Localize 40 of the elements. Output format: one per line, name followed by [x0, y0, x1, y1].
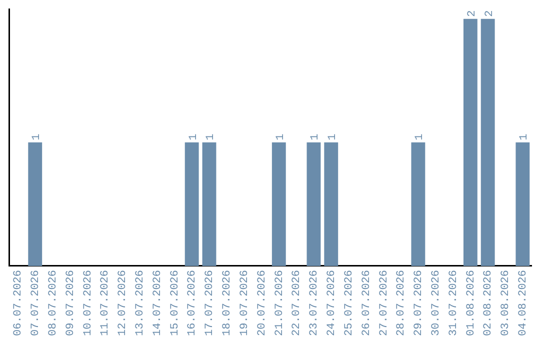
x-tick-label: 23.07.2026 — [308, 270, 321, 336]
data-label: 1 — [205, 133, 218, 140]
x-tick-label: 01.08.2026 — [465, 270, 478, 336]
x-tick-label: 16.07.2026 — [186, 270, 199, 336]
x-tick-label: 17.07.2026 — [204, 270, 216, 336]
x-tick-label: 26.07.2026 — [360, 270, 373, 336]
x-tick-label: 31.07.2026 — [448, 270, 460, 336]
data-label: 2 — [484, 10, 496, 17]
x-tick-label: 04.08.2026 — [518, 270, 530, 336]
x-tick-label: 14.07.2026 — [152, 270, 164, 336]
x-tick-label: 22.07.2026 — [291, 270, 304, 336]
x-tick-label: 28.07.2026 — [396, 270, 408, 336]
x-tick-label: 07.07.2026 — [30, 270, 42, 336]
x-tick-label: 12.07.2026 — [117, 270, 130, 336]
x-tick-label: 20.07.2026 — [256, 270, 268, 336]
data-label: 1 — [274, 133, 287, 140]
x-tick-label: 29.07.2026 — [413, 270, 426, 336]
x-tick-label: 10.07.2026 — [82, 270, 94, 336]
x-tick-label: 19.07.2026 — [238, 270, 251, 336]
x-tick-label: 13.07.2026 — [134, 270, 146, 336]
x-tick-label: 08.07.2026 — [47, 270, 60, 336]
data-label: 1 — [31, 133, 44, 140]
data-label: 1 — [327, 133, 340, 140]
data-label: 1 — [188, 133, 200, 140]
x-tick-label: 11.07.2026 — [100, 270, 112, 336]
x-tick-label: 03.08.2026 — [500, 270, 512, 336]
data-label: 2 — [466, 10, 478, 17]
x-tick-label: 18.07.2026 — [222, 270, 234, 336]
data-label: 1 — [518, 133, 531, 140]
x-tick-label: 25.07.2026 — [343, 270, 356, 336]
x-tick-label: 24.07.2026 — [326, 270, 338, 336]
x-tick-label: 27.07.2026 — [378, 270, 390, 336]
x-tick-label: 30.07.2026 — [430, 270, 443, 336]
x-tick-label: 21.07.2026 — [274, 270, 286, 336]
data-label: 1 — [310, 133, 322, 140]
x-tick-label: 15.07.2026 — [169, 270, 182, 336]
x-tick-label: 02.08.2026 — [482, 270, 495, 336]
x-tick-label: 09.07.2026 — [64, 270, 77, 336]
data-label: 1 — [414, 133, 426, 140]
x-tick-label: 06.07.2026 — [12, 270, 25, 336]
